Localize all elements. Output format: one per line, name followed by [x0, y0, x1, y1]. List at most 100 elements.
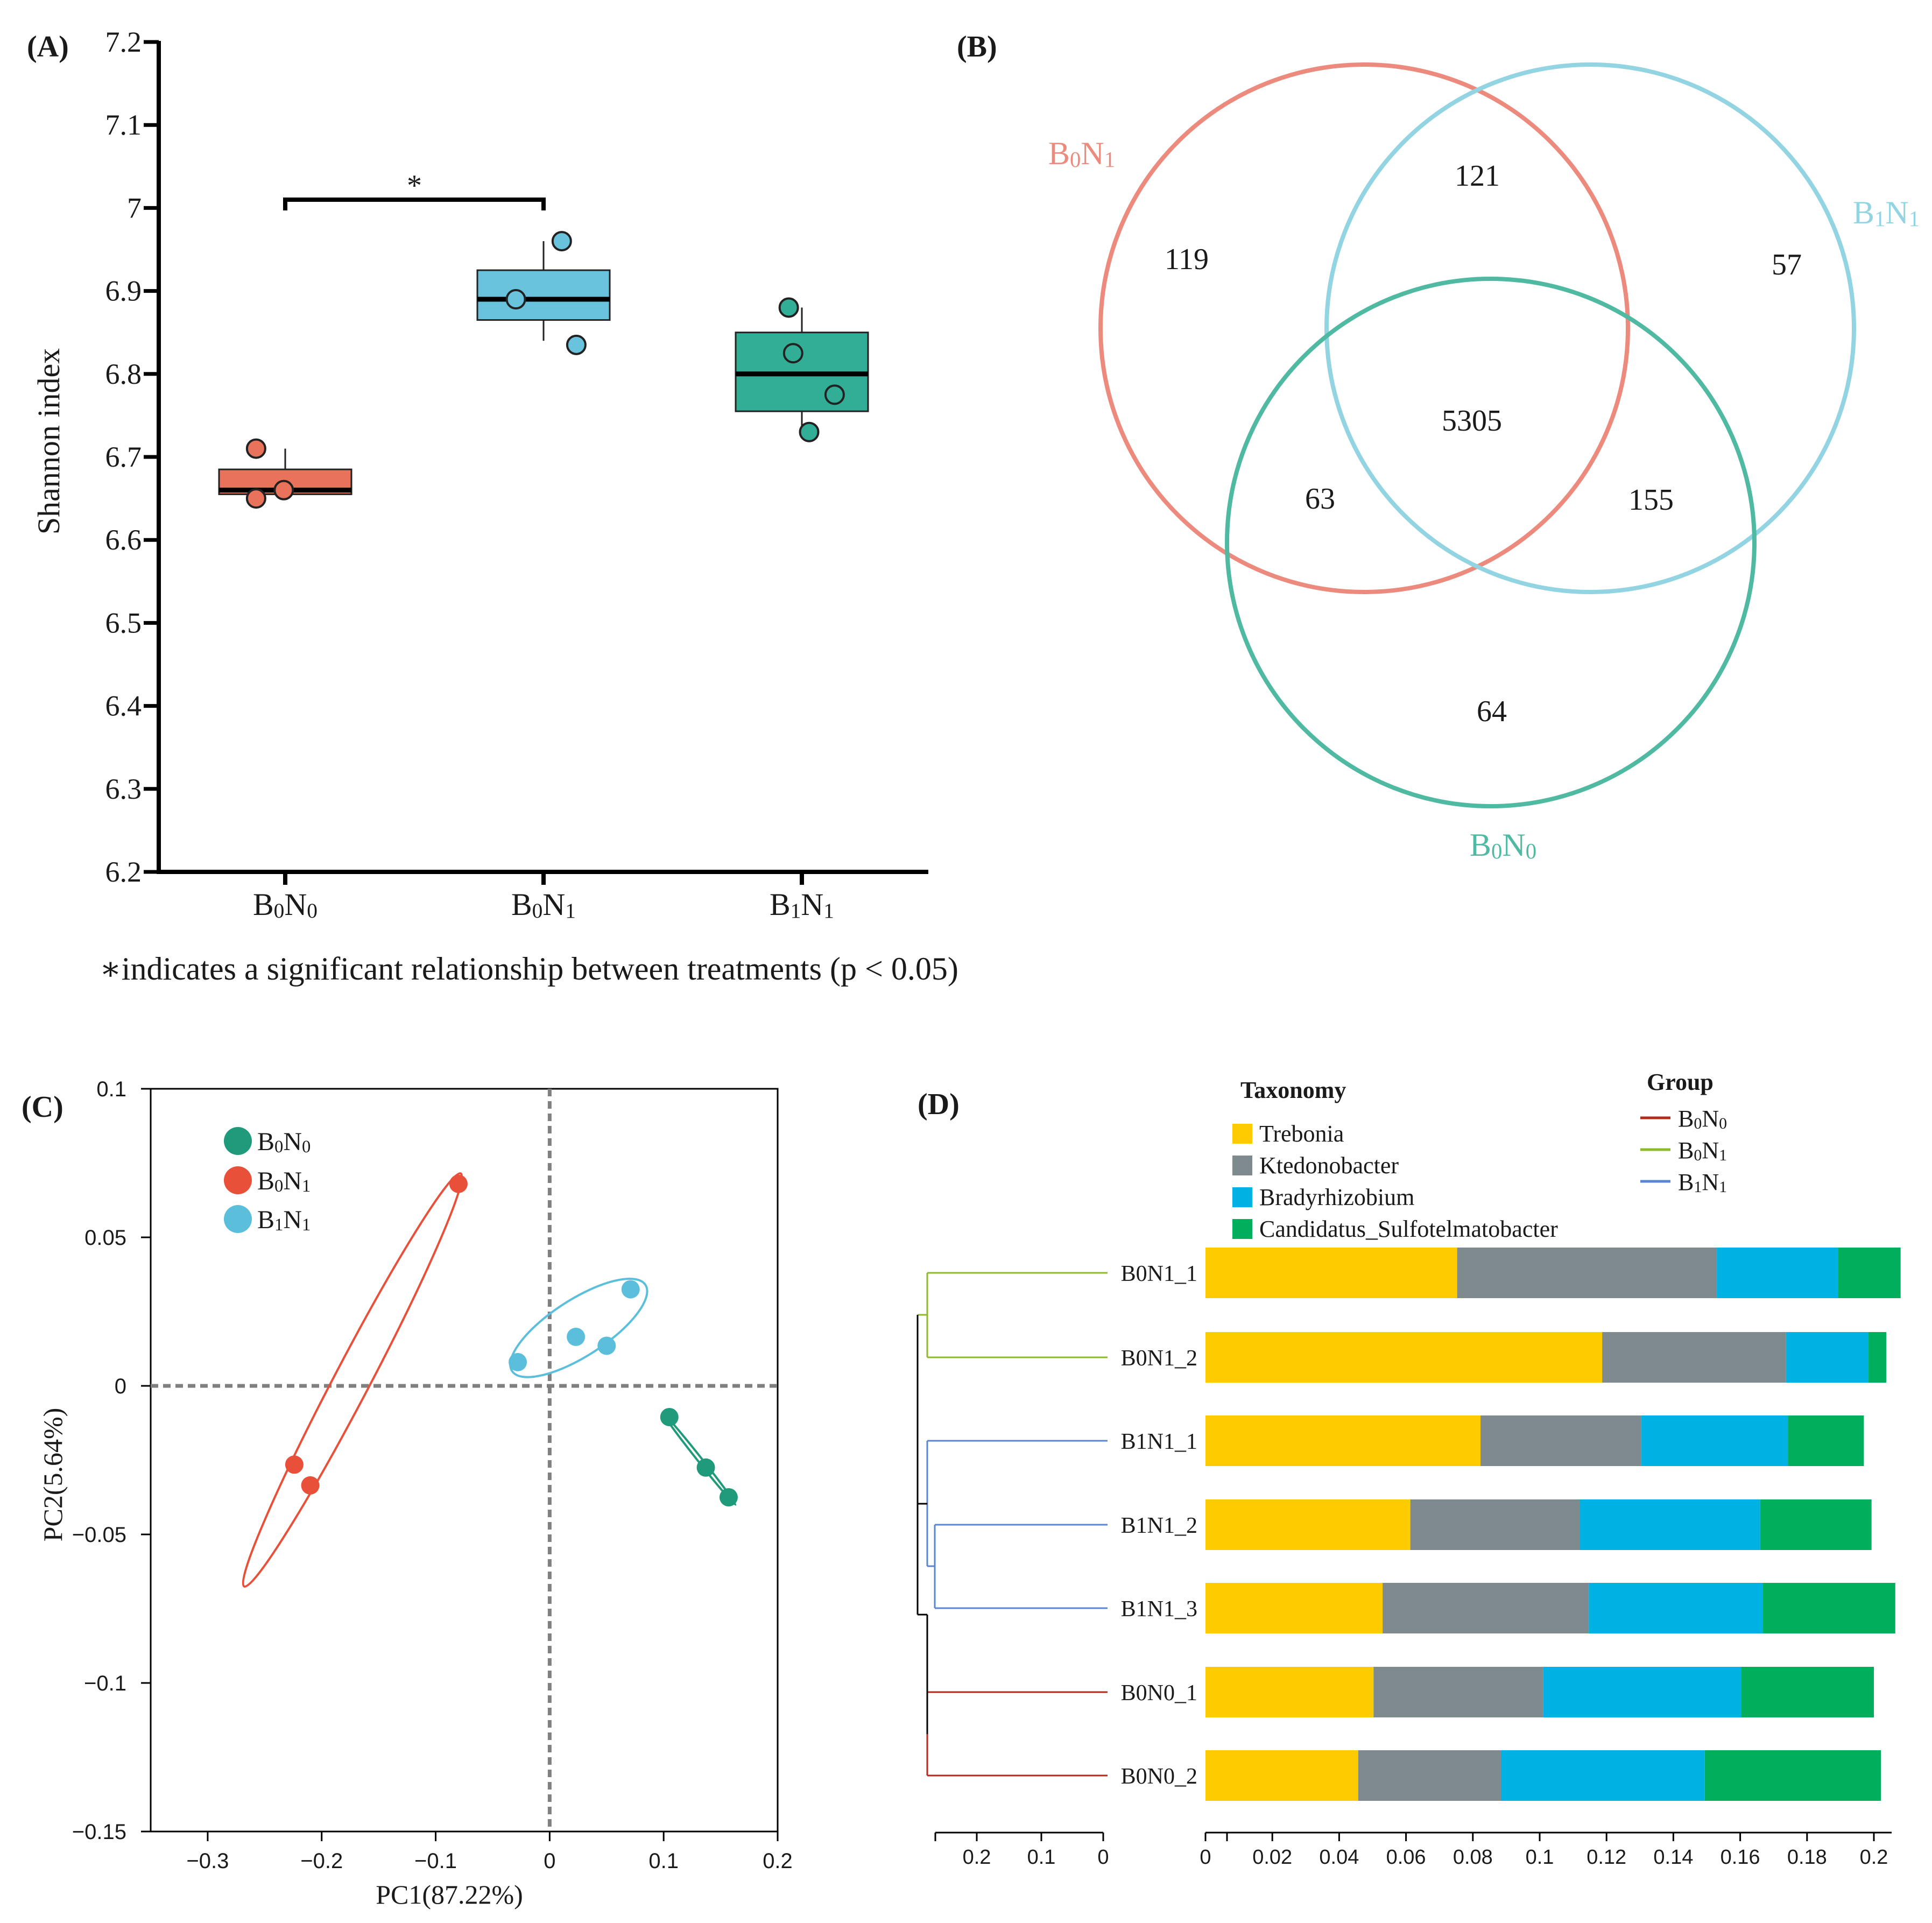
data-point [567, 1327, 586, 1346]
pca-x-axis-title: PC1(87.22%) [376, 1879, 523, 1910]
panel-c-label: (C) [22, 1090, 64, 1124]
legend-marker [224, 1205, 252, 1233]
data-point [782, 343, 803, 364]
y-tick-label: 0.05 [84, 1226, 126, 1250]
data-point [719, 1488, 738, 1506]
bar-row: B0N0_1 [1121, 1667, 1874, 1717]
group-legend-title: Group [1647, 1069, 1714, 1095]
group-label: B0N0 [1678, 1105, 1727, 1132]
bar-row: B0N1_1 [1121, 1248, 1901, 1298]
venn-set-label-b1n1: B1N1 [1853, 195, 1920, 231]
bar-segment [1500, 1750, 1705, 1801]
x-tick-label: 0.2 [763, 1849, 793, 1873]
y-tick-label: 6.8 [105, 358, 142, 390]
data-point [778, 297, 799, 318]
panel-a-boxes: * [218, 169, 869, 509]
bar-segment [1373, 1667, 1543, 1717]
y-tick-label: 6.5 [105, 607, 142, 639]
data-point [245, 488, 266, 509]
taxonomy-swatch [1232, 1219, 1252, 1239]
data-point [566, 334, 587, 355]
data-point [824, 384, 845, 405]
panel-a-footnote: ∗indicates a significant relationship be… [100, 951, 958, 987]
taxonomy-label: Candidatus_Sulfotelmatobacter [1259, 1216, 1558, 1242]
bar-segment [1602, 1332, 1786, 1383]
bar-x-tick-label: 0.14 [1653, 1846, 1693, 1869]
bar-segment [1457, 1248, 1717, 1298]
bar-x-tick-label: 0.04 [1319, 1846, 1359, 1869]
bar-x-tick-label: 0.12 [1587, 1846, 1626, 1869]
data-point [621, 1280, 640, 1299]
box-group [218, 438, 352, 509]
stacked-bars: B0N1_1 B0N1_2 B1N1_1 B1N1_2 B1N1_3 B0N0_1 B0N0… [1121, 1248, 1901, 1869]
legend-marker [224, 1127, 252, 1155]
y-tick-label: 6.4 [105, 690, 142, 722]
y-tick-label: −0.05 [72, 1523, 126, 1547]
y-tick-label: 7.2 [105, 26, 142, 58]
bar-segment [1741, 1667, 1874, 1717]
bar-x-tick-label: 0.08 [1453, 1846, 1493, 1869]
sample-label: B1N1_2 [1121, 1513, 1197, 1538]
x-tick-label: B1N1 [770, 887, 834, 922]
legend-label: B0N1 [257, 1167, 311, 1196]
taxonomy-label: Ktedonobacter [1259, 1152, 1399, 1179]
venn-count-b1n1-b0n0: 155 [1628, 483, 1674, 517]
y-tick-label: 6.6 [105, 524, 142, 556]
panel-a-y-axis-title: Shannon index [31, 348, 66, 534]
venn-set-label-b0n0: B0N0 [1470, 827, 1536, 863]
box [476, 269, 611, 321]
bar-segment [1410, 1499, 1580, 1550]
significance-bracket: * [283, 169, 546, 210]
taxonomy-swatch [1232, 1156, 1252, 1175]
series-group [660, 1407, 738, 1506]
y-tick-label: −0.15 [72, 1820, 126, 1844]
venn-count-b0n1-only: 119 [1165, 243, 1209, 276]
data-point [505, 289, 526, 310]
venn-count-b0n1-b0n0: 63 [1305, 482, 1335, 516]
taxonomy-legend-title: Taxonomy [1240, 1077, 1346, 1103]
tree-tick-label: 0.1 [1027, 1846, 1056, 1869]
sample-label: B0N1_2 [1121, 1346, 1197, 1371]
bar-segment [1868, 1332, 1886, 1383]
footnote-text: indicates a significant relationship bet… [122, 951, 958, 987]
taxonomy-legend: Trebonia Ktedonobacter Bradyrhizobium Candi… [1232, 1121, 1558, 1242]
x-tick-label: 0.1 [648, 1849, 679, 1873]
y-tick-label: 7 [127, 192, 142, 224]
box-group [476, 231, 611, 355]
x-tick-label: −0.3 [186, 1849, 229, 1873]
bar-x-tick-label: 0.16 [1721, 1846, 1760, 1869]
x-tick-label: −0.2 [300, 1849, 343, 1873]
panel-a-shannon-boxplot: (A) Shannon index 6.26.36.46.56.66.76.86… [27, 26, 958, 987]
venn-count-b1n1-only: 57 [1772, 248, 1802, 281]
significance-star: * [407, 169, 422, 202]
bar-row: B1N1_3 [1121, 1583, 1895, 1633]
bar-segment [1580, 1499, 1760, 1550]
legend-label: B1N1 [257, 1206, 311, 1235]
taxonomy-swatch [1232, 1187, 1252, 1207]
bar-x-tick-label: 0.18 [1787, 1846, 1827, 1869]
venn-set-labels: B0N1 B1N1 B0N0 [1048, 136, 1920, 863]
bar-segment [1641, 1415, 1788, 1466]
pca-y-axis-title: PC2(5.64%) [38, 1408, 68, 1542]
panel-a-x-tick-labels: B0N0 B0N1 B1N1 [253, 887, 834, 922]
bar-x-tick-label: 0.1 [1526, 1846, 1554, 1869]
bar-segment [1717, 1248, 1838, 1298]
pca-plot-area: −0.3 −0.2 −0.1 0 0.1 0.2 −0.15 −0.1 −0.05 0 0.05 0.… [72, 1077, 793, 1873]
data-point [245, 438, 266, 459]
bar-row: B0N0_2 [1121, 1750, 1881, 1801]
data-point [799, 421, 820, 442]
x-tick-label: 0 [544, 1849, 555, 1873]
bar-x-tick-label: 0.2 [1860, 1846, 1888, 1869]
confidence-ellipse [509, 1277, 648, 1378]
y-tick-label: 6.7 [105, 441, 142, 473]
x-tick-label: B0N1 [511, 887, 576, 922]
bar-x-tick-label: 0.02 [1252, 1846, 1292, 1869]
y-tick-label: 7.1 [105, 109, 142, 141]
y-tick-label: −0.1 [84, 1672, 126, 1695]
bar-segment [1205, 1332, 1603, 1383]
y-tick-label: 6.3 [105, 773, 142, 805]
bar-segment [1205, 1415, 1481, 1466]
bar-segment [1704, 1750, 1881, 1801]
data-point [285, 1455, 304, 1474]
tree-tick-label: 0.2 [963, 1846, 991, 1869]
